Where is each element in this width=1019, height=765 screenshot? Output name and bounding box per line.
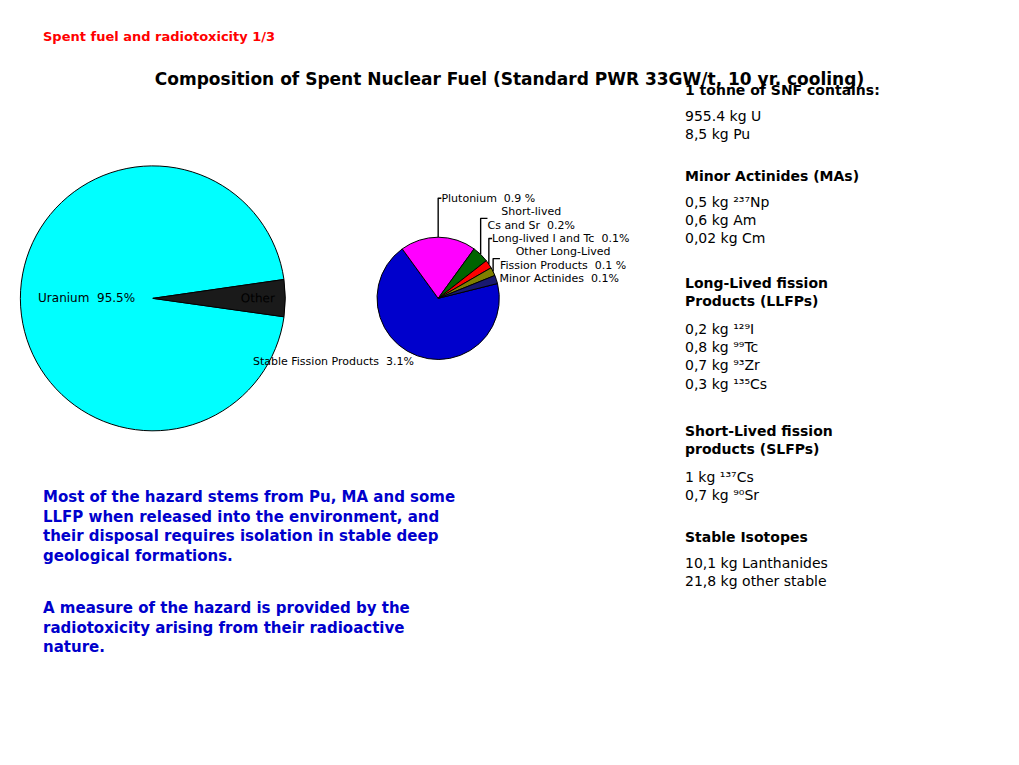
svg-text:1 kg ¹³⁷Cs0,7 kg ⁹⁰Sr: 1 kg ¹³⁷Cs0,7 kg ⁹⁰Sr [685, 469, 759, 503]
svg-text:Minor Actinides (MAs): Minor Actinides (MAs) [685, 168, 859, 184]
svg-text:Minor Actinides 0.1%: Minor Actinides 0.1% [500, 272, 619, 285]
svg-text:Long-Lived fissionProducts (LL: Long-Lived fissionProducts (LLFPs) [685, 275, 828, 309]
svg-text:10,1 kg Lanthanides21,8 kg oth: 10,1 kg Lanthanides21,8 kg other stable [685, 555, 828, 589]
svg-text:0,2 kg ¹²⁹I0,8 kg ⁹⁹Tc0,7 kg ⁹: 0,2 kg ¹²⁹I0,8 kg ⁹⁹Tc0,7 kg ⁹³Zr0,3 kg … [685, 321, 767, 392]
svg-text:Uranium 95.5%: Uranium 95.5% [38, 291, 135, 305]
svg-text:Stable Fission Products 3.1%: Stable Fission Products 3.1% [253, 355, 414, 368]
svg-text:955.4 kg U8,5 kg Pu: 955.4 kg U8,5 kg Pu [685, 108, 761, 142]
svg-text:Most of the hazard stems from: Most of the hazard stems from Pu, MA and… [43, 488, 455, 565]
svg-text:0,5 kg ²³⁷Np0,6 kg Am0,02 kg C: 0,5 kg ²³⁷Np0,6 kg Am0,02 kg Cm [685, 194, 769, 246]
svg-text:Other: Other [241, 291, 275, 305]
svg-text:1 tonne of SNF contains:: 1 tonne of SNF contains: [685, 82, 880, 98]
svg-text:Spent fuel and radiotoxicity 1: Spent fuel and radiotoxicity 1/3 [43, 29, 275, 44]
svg-text:Long-lived I and Tc 0.1%: Long-lived I and Tc 0.1% [492, 232, 629, 245]
svg-text:Short-livedCs and Sr 0.2%: Short-livedCs and Sr 0.2% [487, 205, 575, 232]
svg-text:Stable Isotopes: Stable Isotopes [685, 529, 808, 545]
svg-text:A measure of the hazard is pro: A measure of the hazard is provided by t… [43, 599, 410, 656]
svg-text:Plutonium 0.9 %: Plutonium 0.9 % [441, 192, 535, 205]
svg-text:Composition of Spent Nuclear F: Composition of Spent Nuclear Fuel (Stand… [155, 69, 864, 89]
svg-text:Short-Lived fissionproducts (S: Short-Lived fissionproducts (SLFPs) [685, 423, 833, 457]
svg-text:Other Long-LivedFission Produc: Other Long-LivedFission Products 0.1 % [500, 245, 626, 272]
